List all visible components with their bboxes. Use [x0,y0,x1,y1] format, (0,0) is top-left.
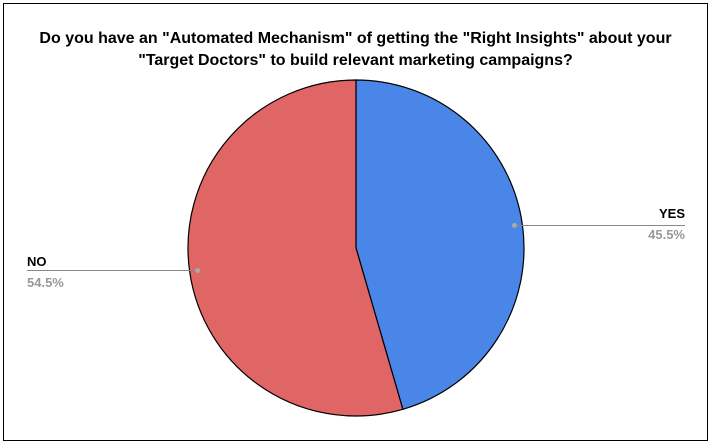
pie-slice [187,79,404,417]
slice-label: NO [27,254,47,269]
pie-slice [355,79,525,411]
slice-value-label: 54.5% [27,275,64,290]
leader-dot [195,268,201,274]
slice-value-label: 45.5% [648,227,685,242]
leader-dot [511,222,517,228]
slice-label: YES [659,206,685,221]
chart-title: Do you have an "Automated Mechanism" of … [39,30,672,69]
